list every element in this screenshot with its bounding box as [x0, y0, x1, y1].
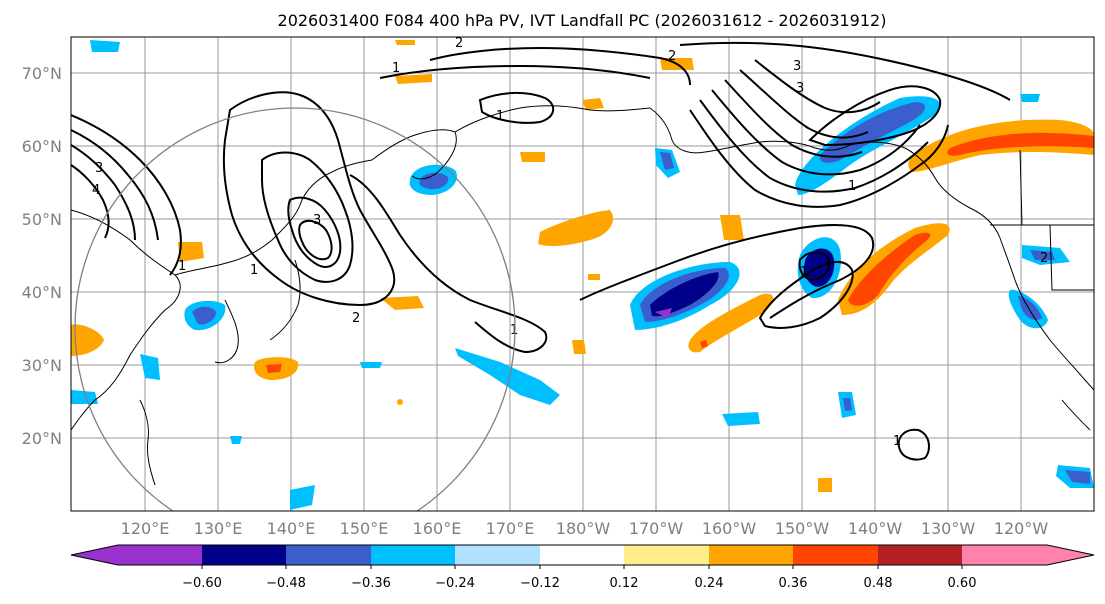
colorbar-segment [709, 545, 793, 565]
lat-label: 60°N [22, 137, 62, 156]
lon-label: 120°W [994, 519, 1049, 538]
contour-label: 2 [455, 36, 463, 51]
contour-label: 1 [893, 434, 901, 449]
pv-shading [71, 40, 1094, 510]
contour-label: 1 [250, 263, 258, 278]
colorbar-tick-label: −0.36 [351, 576, 391, 591]
lon-label: 120°E [121, 519, 170, 538]
contour-label: 3 [796, 81, 804, 96]
colorbar-segment [540, 545, 624, 565]
colorbar-segment [962, 545, 1047, 565]
contour-label: 4 [92, 183, 100, 198]
radius-circle [74, 107, 516, 511]
contour-label: 3 [313, 213, 321, 228]
map-title: 2026031400 F084 400 hPa PV, IVT Landfall… [278, 11, 887, 30]
colorbar-segment [371, 545, 455, 565]
contour-label: 1 [178, 259, 186, 274]
lat-label: 30°N [22, 356, 62, 375]
negative-anomaly-region [455, 348, 560, 405]
lon-label: 140°W [848, 519, 903, 538]
colorbar-segment [793, 545, 878, 565]
coastlines [71, 105, 1094, 486]
lat-label: 40°N [22, 283, 62, 302]
lon-label: 140°E [267, 519, 316, 538]
colorbar-tick-label: −0.12 [520, 576, 560, 591]
colorbar-tick-label: −0.24 [435, 576, 475, 591]
lon-label: 130°E [194, 519, 243, 538]
colorbar: −0.60 −0.48 −0.36 −0.24 −0.12 0.12 0.24 … [70, 544, 1095, 591]
contour-label: 3 [793, 59, 801, 74]
lon-label: 170°E [486, 519, 535, 538]
colorbar-segment [286, 545, 371, 565]
colorbar-tick-label: 0.36 [779, 576, 808, 591]
colorbar-segment [455, 545, 540, 565]
colorbar-tick-label: 0.24 [695, 576, 724, 591]
lon-label: 150°W [775, 519, 830, 538]
colorbar-tick-label: 0.60 [948, 576, 977, 591]
map-frame [70, 36, 1095, 512]
colorbar-segment [118, 545, 202, 565]
lat-label: 70°N [22, 64, 62, 83]
colorbar-outline [70, 544, 1095, 566]
colorbar-extend-low [71, 545, 118, 565]
colorbar-extend-high [1047, 545, 1094, 565]
colorbar-segment [624, 545, 709, 565]
lon-label: 150°E [340, 519, 389, 538]
colorbar-tick-label: −0.48 [266, 576, 306, 591]
lon-label: 160°W [702, 519, 757, 538]
lon-label: 170°W [629, 519, 684, 538]
pv-contours [71, 41, 1011, 461]
lon-label: 160°E [413, 519, 462, 538]
latitude-labels: 70°N 60°N 50°N 40°N 30°N 20°N [22, 64, 62, 448]
colorbar-tick-label: 0.48 [864, 576, 893, 591]
lon-label: 130°W [921, 519, 976, 538]
contour-label: 1 [496, 109, 504, 124]
colorbar-segment [878, 545, 962, 565]
colorbar-tick-label: 0.12 [610, 576, 639, 591]
contour-labels: 2 1 1 3 4 1 1 3 2 1 2 3 3 1 1 2 1 [92, 36, 1048, 449]
contour-label: 2 [1040, 251, 1048, 266]
map-panel: 2 1 1 3 4 1 1 3 2 1 2 3 3 1 1 2 1 [71, 36, 1094, 511]
contour-label: 3 [95, 161, 103, 176]
lon-label: 180°W [556, 519, 611, 538]
contour-label: 2 [352, 311, 360, 326]
contour-label: 1 [848, 179, 856, 194]
contour-label: 1 [800, 265, 808, 280]
contour-label: 1 [392, 61, 400, 76]
contour-label: 2 [668, 49, 676, 64]
contour-label: 1 [510, 323, 518, 338]
lat-label: 20°N [22, 429, 62, 448]
lat-label: 50°N [22, 210, 62, 229]
colorbar-segment [202, 545, 286, 565]
longitude-labels: 120°E 130°E 140°E 150°E 160°E 170°E 180°… [121, 519, 1049, 538]
colorbar-tick-label: −0.60 [182, 576, 222, 591]
